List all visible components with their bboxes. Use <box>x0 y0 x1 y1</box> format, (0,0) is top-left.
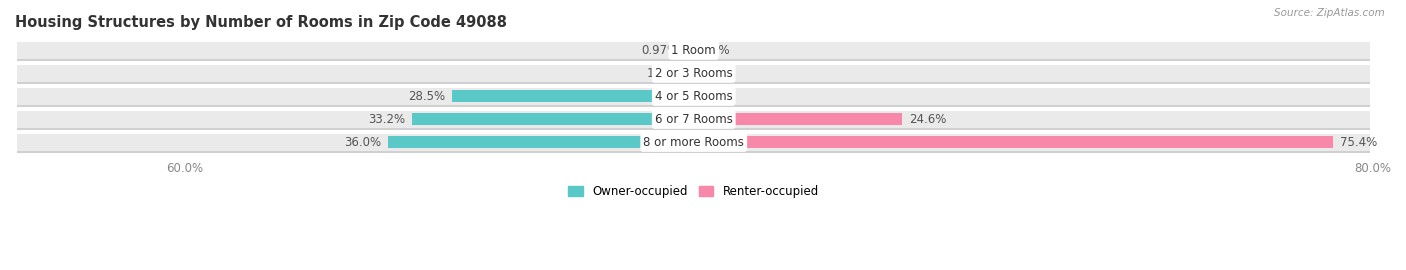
Text: 24.6%: 24.6% <box>910 113 946 126</box>
Bar <box>686 44 693 56</box>
Bar <box>17 134 1371 153</box>
Text: 1 Room: 1 Room <box>672 44 716 57</box>
Text: 28.5%: 28.5% <box>408 90 446 103</box>
Text: 0.0%: 0.0% <box>700 90 730 103</box>
Bar <box>412 113 693 125</box>
Text: 4 or 5 Rooms: 4 or 5 Rooms <box>655 90 733 103</box>
Bar <box>451 90 693 102</box>
Bar <box>17 65 1371 84</box>
Bar <box>17 111 1371 130</box>
Text: 0.0%: 0.0% <box>700 44 730 57</box>
Legend: Owner-occupied, Renter-occupied: Owner-occupied, Renter-occupied <box>564 180 824 203</box>
Bar <box>17 134 1371 151</box>
Text: 1.3%: 1.3% <box>647 67 676 80</box>
Bar <box>17 42 1371 61</box>
Text: 36.0%: 36.0% <box>344 136 381 149</box>
Bar <box>17 88 1371 105</box>
Text: 75.4%: 75.4% <box>1340 136 1378 149</box>
Bar <box>17 87 1371 107</box>
Text: 6 or 7 Rooms: 6 or 7 Rooms <box>655 113 733 126</box>
Bar <box>693 136 1333 148</box>
Text: 33.2%: 33.2% <box>368 113 405 126</box>
Bar <box>693 113 903 125</box>
Bar <box>683 67 693 79</box>
Text: Source: ZipAtlas.com: Source: ZipAtlas.com <box>1274 8 1385 18</box>
Bar <box>17 111 1371 128</box>
Text: 0.97%: 0.97% <box>641 44 679 57</box>
Text: 8 or more Rooms: 8 or more Rooms <box>644 136 744 149</box>
Bar <box>388 136 693 148</box>
Bar <box>17 65 1371 82</box>
Text: 2 or 3 Rooms: 2 or 3 Rooms <box>655 67 733 80</box>
Bar <box>17 42 1371 59</box>
Text: Housing Structures by Number of Rooms in Zip Code 49088: Housing Structures by Number of Rooms in… <box>15 15 508 30</box>
Text: 0.0%: 0.0% <box>700 67 730 80</box>
